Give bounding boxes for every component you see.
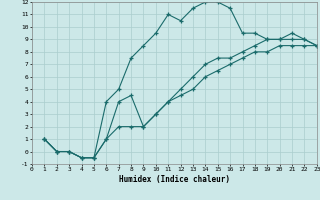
X-axis label: Humidex (Indice chaleur): Humidex (Indice chaleur) (119, 175, 230, 184)
